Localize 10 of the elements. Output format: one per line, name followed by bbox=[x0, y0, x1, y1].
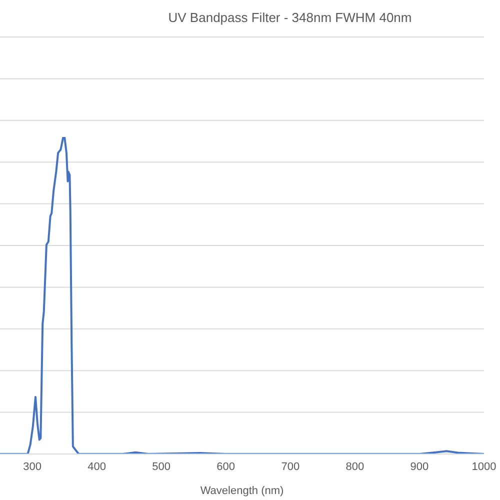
x-tick-label: 500 bbox=[152, 460, 171, 473]
x-tick-label: 700 bbox=[281, 460, 300, 473]
x-tick-label: 800 bbox=[346, 460, 364, 473]
x-tick-label: 600 bbox=[216, 460, 236, 473]
x-tick-label: 900 bbox=[410, 460, 429, 473]
chart-title: UV Bandpass Filter - 348nm FWHM 40nm bbox=[167, 10, 413, 25]
x-tick-label: 400 bbox=[88, 460, 106, 473]
x-tick-label: 1000 bbox=[472, 460, 496, 473]
x-axis-title: Wavelength (nm) bbox=[200, 485, 284, 497]
x-tick-label: 300 bbox=[23, 460, 42, 473]
